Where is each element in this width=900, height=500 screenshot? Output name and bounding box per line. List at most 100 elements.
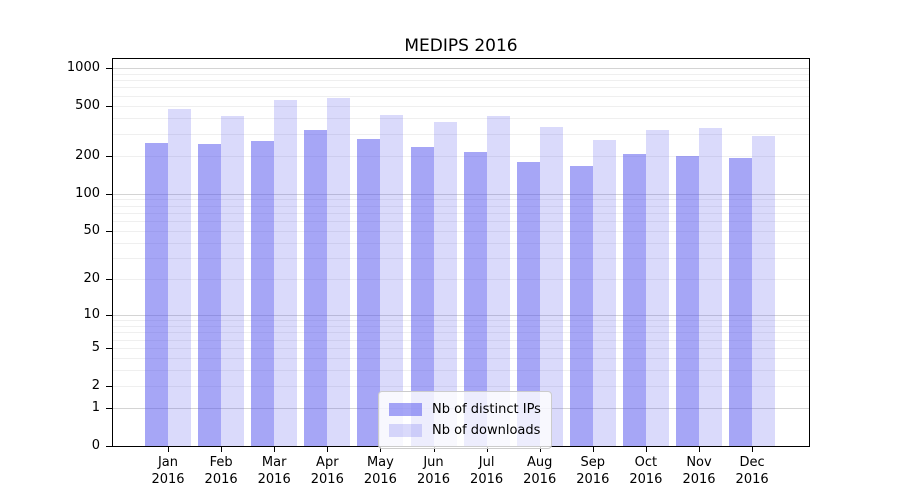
- y-tick-20: [106, 279, 112, 281]
- month-label: Aug: [526, 455, 553, 470]
- month-label: Jan: [157, 455, 179, 470]
- y-tick-label-10: 10: [83, 306, 100, 322]
- gridline-10: [113, 314, 809, 316]
- x-tick-mar: [274, 447, 276, 452]
- x-tick-aug: [539, 447, 541, 452]
- y-tick-10: [106, 314, 112, 316]
- bar-mar-downloads: [274, 100, 298, 446]
- y-tick-label-500: 500: [75, 97, 100, 113]
- plot-area: Nb of distinct IPs Nb of downloads: [112, 58, 810, 449]
- x-tick-label-jul: Jul 2016: [452, 454, 522, 488]
- y-tick-label-50: 50: [83, 222, 100, 238]
- x-tick-jun: [433, 447, 435, 452]
- x-tick-sep: [592, 447, 594, 452]
- bar-apr-downloads: [327, 97, 351, 446]
- x-tick-label-feb: Feb 2016: [186, 454, 256, 488]
- bar-nov-downloads: [699, 127, 722, 446]
- bar-dec-distinct-ips: [729, 157, 753, 446]
- gridline-40: [113, 242, 809, 244]
- month-label: Nov: [686, 455, 712, 470]
- gridline-9: [113, 320, 809, 321]
- gridline-700: [113, 87, 809, 89]
- month-label: Sep: [580, 455, 606, 470]
- x-tick-nov: [699, 447, 700, 452]
- gridline-900: [113, 73, 809, 75]
- gridline-50: [113, 230, 809, 232]
- bar-apr-distinct-ips: [304, 129, 328, 446]
- gridline-5: [113, 348, 809, 349]
- y-tick-label-200: 200: [75, 147, 100, 163]
- bar-sep-distinct-ips: [569, 165, 593, 446]
- gridline-1000: [113, 67, 809, 69]
- legend-label-distinct-ips: Nb of distinct IPs: [432, 402, 541, 417]
- legend-swatch-downloads: [389, 424, 422, 437]
- y-tick-5: [106, 348, 112, 349]
- gridline-60: [113, 221, 809, 222]
- gridline-200: [113, 155, 809, 157]
- x-tick-jul: [486, 447, 488, 452]
- y-tick-50: [106, 230, 112, 232]
- year-label: 2016: [735, 472, 769, 487]
- x-tick-dec: [752, 447, 754, 452]
- year-label: 2016: [204, 472, 238, 487]
- month-label: Mar: [261, 455, 287, 470]
- y-tick-500: [106, 105, 112, 107]
- x-tick-may: [380, 447, 382, 452]
- year-label: 2016: [470, 472, 504, 487]
- gridline-6: [113, 339, 809, 341]
- gridline-20: [113, 279, 809, 281]
- legend-item-downloads: Nb of downloads: [389, 420, 541, 441]
- gridline-4: [113, 357, 809, 359]
- year-label: 2016: [576, 472, 610, 487]
- gridline-90: [113, 199, 809, 201]
- legend-swatch-distinct-ips: [389, 403, 422, 416]
- bar-feb-downloads: [221, 115, 245, 446]
- bar-aug-distinct-ips: [516, 162, 540, 446]
- gridline-400: [113, 118, 809, 119]
- y-tick-1000: [106, 67, 112, 69]
- bar-may-downloads: [380, 114, 404, 446]
- x-tick-label-aug: Aug 2016: [505, 454, 575, 488]
- month-label: Jun: [423, 455, 444, 470]
- x-tick-label-sep: Sep 2016: [558, 454, 628, 488]
- bar-jul-downloads: [486, 116, 510, 446]
- chart-title: MEDIPS 2016: [404, 36, 518, 56]
- bar-oct-distinct-ips: [622, 153, 646, 446]
- year-label: 2016: [151, 472, 185, 487]
- bar-oct-downloads: [645, 129, 669, 446]
- year-label: 2016: [257, 472, 291, 487]
- year-label: 2016: [523, 472, 557, 487]
- y-tick-label-1000: 1000: [66, 59, 100, 75]
- gridline-30: [113, 258, 809, 260]
- bar-aug-downloads: [539, 126, 563, 446]
- x-tick-label-jan: Jan 2016: [133, 454, 203, 488]
- bar-jun-downloads: [433, 122, 457, 446]
- bar-may-distinct-ips: [357, 138, 381, 446]
- y-tick-label-2: 2: [91, 377, 100, 393]
- bar-nov-distinct-ips: [676, 155, 699, 446]
- gridline-500: [113, 105, 809, 107]
- gridline-800: [113, 80, 809, 82]
- bar-jul-distinct-ips: [463, 152, 487, 446]
- bar-dec-downloads: [752, 135, 776, 446]
- x-tick-feb: [221, 447, 223, 452]
- y-tick-label-20: 20: [83, 271, 100, 287]
- x-tick-label-mar: Mar 2016: [239, 454, 309, 488]
- y-tick-label-100: 100: [75, 185, 100, 201]
- gridline-8: [113, 325, 809, 327]
- gridline-70: [113, 212, 809, 214]
- legend-label-downloads: Nb of downloads: [432, 423, 541, 438]
- month-label: Jul: [478, 455, 495, 470]
- month-label: Dec: [739, 455, 765, 470]
- gridline-300: [113, 133, 809, 135]
- bar-feb-distinct-ips: [198, 143, 222, 446]
- year-label: 2016: [416, 472, 451, 487]
- gridline-3: [113, 370, 809, 372]
- y-tick-2: [106, 385, 112, 387]
- x-tick-label-may: May 2016: [345, 454, 415, 488]
- bar-jun-distinct-ips: [410, 146, 434, 446]
- legend: Nb of distinct IPs Nb of downloads: [378, 391, 552, 449]
- gridline-2: [113, 385, 809, 387]
- x-tick-jan: [168, 447, 169, 452]
